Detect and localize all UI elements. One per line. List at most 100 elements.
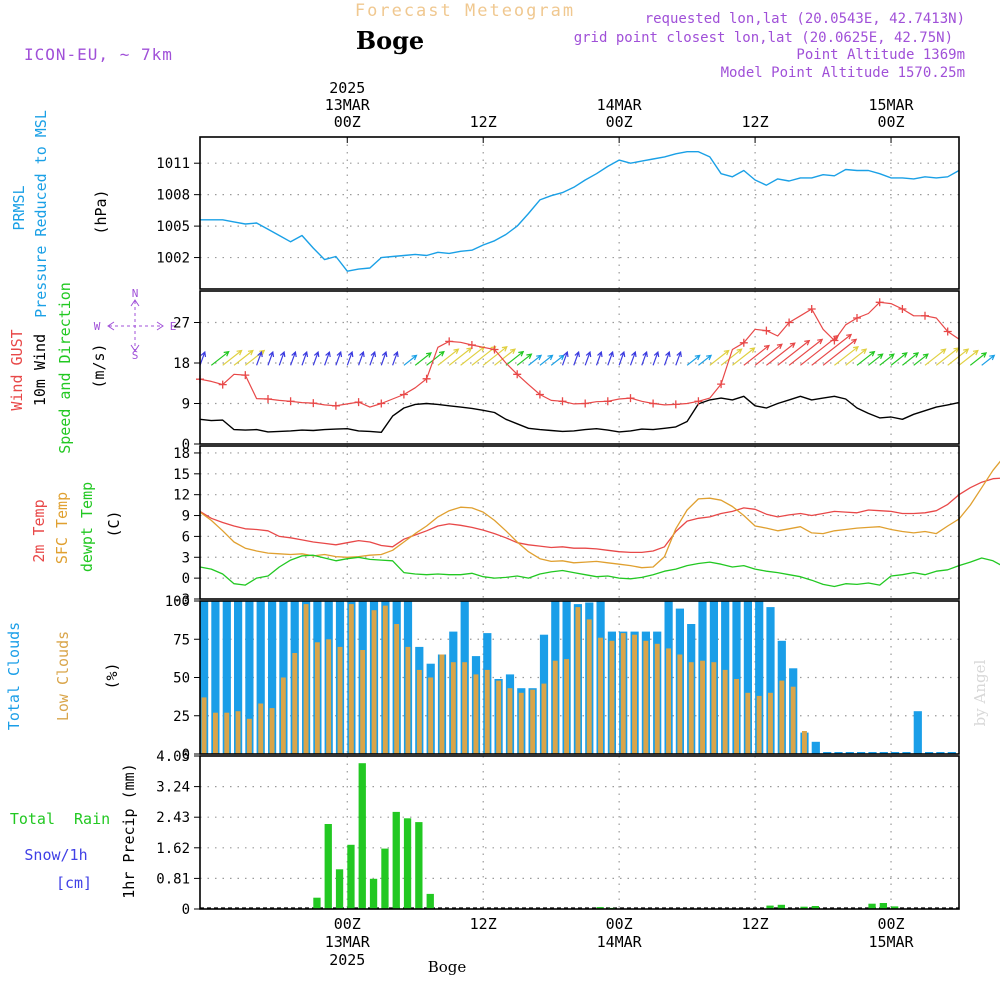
snow-label: Snow/1h (24, 846, 87, 864)
gust-marker (762, 326, 771, 335)
credit-label: by Angel (971, 659, 989, 726)
low-cloud-bar (722, 669, 728, 754)
low-cloud-bar (314, 642, 320, 754)
gust-marker (241, 371, 250, 380)
wind-direction-arrow (516, 353, 533, 366)
gust-marker (581, 399, 590, 408)
low-cloud-bar (496, 680, 502, 754)
direction-label: Speed and Direction (56, 282, 74, 454)
gust-marker (377, 399, 386, 408)
gust-marker (309, 399, 318, 408)
wind-direction-arrow (584, 350, 592, 366)
gust-marker (264, 395, 272, 403)
wind-direction-arrow (732, 347, 756, 366)
wind-direction-arrow (595, 350, 603, 366)
rain-bar (324, 824, 332, 909)
wind-direction-arrow (278, 350, 286, 366)
rain-bar (358, 763, 366, 909)
gust-marker (807, 305, 816, 313)
prmsl-label: PRMSL (10, 185, 28, 230)
prmsl-desc-label: Pressure Reduced to MSL (32, 110, 50, 318)
top-time-label: 15MAR (868, 96, 914, 114)
snow-units: [cm] (56, 874, 92, 892)
compass-e: E (170, 320, 177, 333)
low-cloud-bar (620, 633, 626, 754)
low-cloud-bar (235, 711, 241, 754)
low-cloud-bar (756, 695, 762, 754)
top-time-label: 14MAR (597, 96, 643, 114)
gust-marker (853, 314, 861, 322)
total-cloud-bar (766, 607, 775, 754)
low-cloud-bar (518, 692, 524, 754)
gust-marker (671, 400, 680, 409)
wind-direction-arrow (324, 350, 331, 366)
y-tick-label: 1008 (156, 188, 190, 204)
wind-direction-arrow (618, 350, 626, 366)
wind-direction-arrow (913, 353, 929, 366)
y-tick-label: 3.24 (156, 780, 190, 796)
low-cloud-bar (507, 688, 513, 754)
wind-direction-arrow (766, 342, 796, 366)
wind-direction-arrow (777, 339, 811, 366)
y-tick-label: 0 (182, 902, 190, 918)
wind-speed-line (199, 395, 960, 433)
rain-bar (891, 906, 899, 909)
wind-direction-arrow (482, 346, 508, 366)
low-cloud-bar (677, 654, 683, 754)
top-time-label: 00Z (877, 113, 904, 131)
low-cloud-bar (643, 640, 649, 754)
low-cloud-bar (654, 643, 660, 754)
y-tick-label: 25 (173, 709, 190, 725)
total-cloud-bar (936, 752, 945, 754)
low-cloud-bar (700, 660, 705, 754)
wind-direction-arrow (256, 350, 263, 366)
total-cloud-bar (925, 752, 934, 754)
low-cloud-bar (450, 662, 456, 754)
y-tick-label: 6 (182, 529, 190, 545)
top-time-label: 00Z (334, 113, 361, 131)
wind-direction-arrow (743, 344, 770, 366)
total-cloud-bar (211, 601, 220, 754)
low-cloud-bar (348, 604, 354, 754)
wind-direction-arrow (346, 350, 354, 366)
wind-direction-arrow (210, 350, 230, 366)
rain-bar (811, 906, 819, 909)
wind-direction-arrow (494, 348, 516, 366)
pressure-units: (hPa) (92, 189, 110, 234)
wind-direction-arrow (199, 350, 207, 366)
footer-location: Boge (428, 958, 467, 976)
gust-marker (422, 374, 431, 383)
rain-bar (347, 844, 355, 909)
tsfc-line (199, 460, 1000, 569)
low-cloud-bar (575, 607, 581, 754)
rain-bar (335, 869, 344, 909)
gust-marker (649, 399, 658, 408)
model-point-altitude: Model Point Altitude 1570.25m (721, 65, 965, 81)
wind-direction-arrow (868, 353, 884, 366)
wind-direction-arrow (981, 354, 996, 366)
wind-direction-arrow (958, 349, 979, 366)
wind-direction-arrow (709, 349, 730, 366)
gust-marker (286, 397, 295, 406)
wind-direction-arrow (822, 338, 858, 366)
y-tick-label: 18 (173, 446, 190, 462)
y-tick-label: 1005 (156, 219, 190, 235)
y-tick-label: 9 (182, 509, 190, 525)
wind-direction-arrow (460, 346, 486, 366)
y-tick-label: 9 (182, 397, 190, 413)
rain-bar (868, 903, 876, 909)
low-cloud-bar (326, 639, 332, 755)
super-title: Forecast Meteogram (355, 1, 575, 21)
bottom-time-label: 13MAR (325, 933, 371, 951)
y-tick-label: 1.62 (156, 841, 190, 857)
wind-direction-arrow (788, 338, 824, 366)
requested-coords: requested lon,lat (20.0543E, 42.7413N) (645, 11, 965, 27)
wind-direction-arrow (698, 354, 713, 366)
low-cloud-bar (360, 650, 366, 754)
low-cloud-bar (303, 604, 309, 754)
panel-frame (199, 136, 960, 290)
grid-layer (200, 137, 959, 909)
y-tick-label: 1011 (156, 156, 190, 172)
gust-marker (490, 345, 499, 354)
gust-marker (513, 370, 522, 379)
